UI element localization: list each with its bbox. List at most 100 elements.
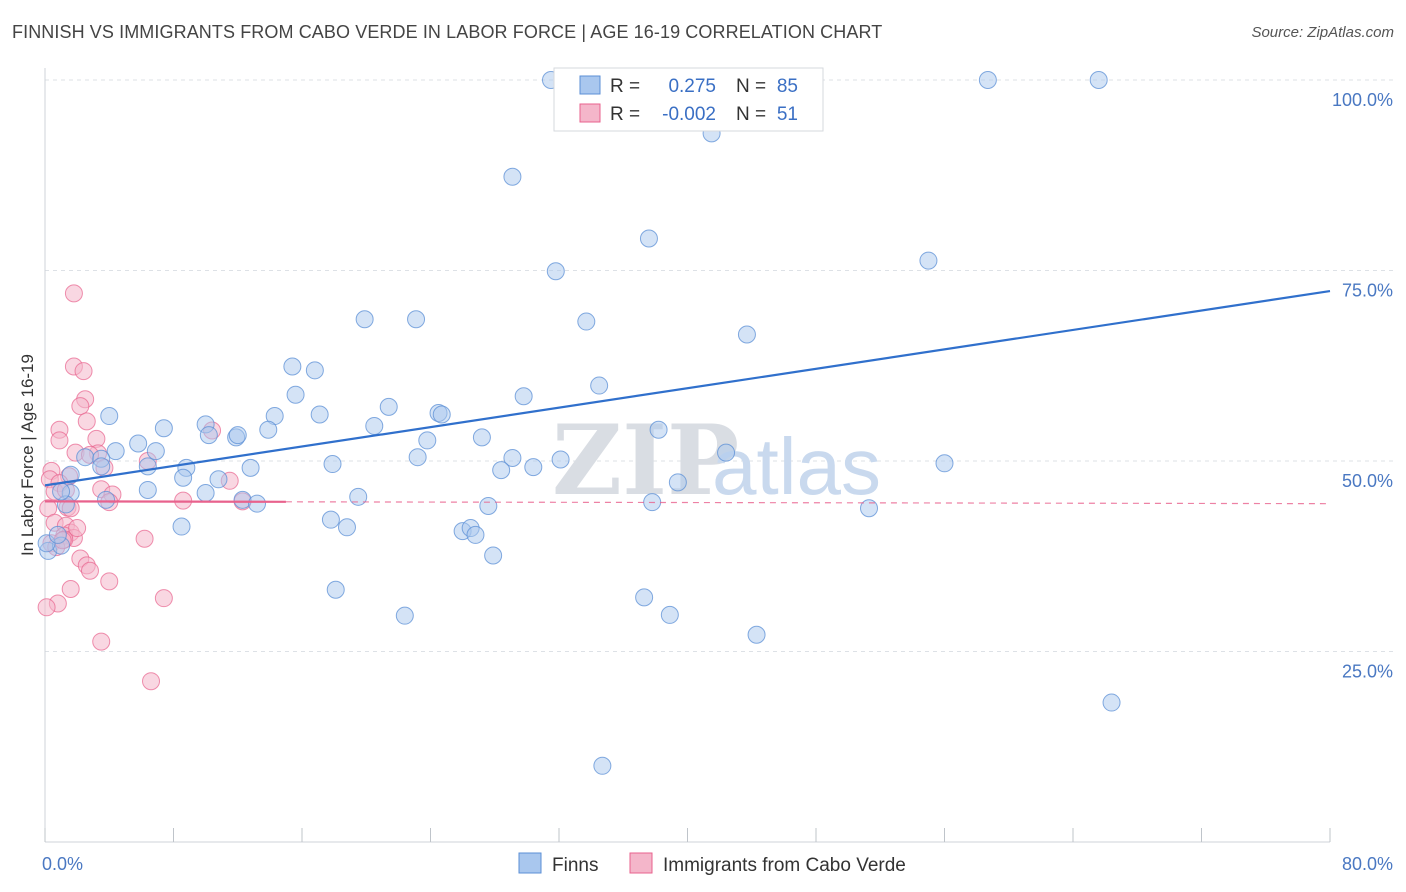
finns-point <box>408 448 427 467</box>
cabo-verde-point <box>74 362 93 381</box>
watermark: ZIP atlas <box>552 404 881 517</box>
finns-point <box>310 405 329 424</box>
finns-point <box>514 387 533 406</box>
finns-point <box>546 262 565 281</box>
finns-point <box>48 525 67 544</box>
legend-cabo-verde-label: Immigrants from Cabo Verde <box>663 855 906 876</box>
finns-point <box>479 496 498 515</box>
finns-point <box>199 426 218 445</box>
finns-point <box>365 416 384 435</box>
grid-lines <box>45 79 1395 652</box>
finns-point <box>241 458 260 477</box>
finns-point <box>286 385 305 404</box>
source-label: Source: ZipAtlas.com <box>1251 24 1394 41</box>
cabo-verde-point <box>77 412 96 431</box>
finns-point <box>61 465 80 484</box>
finns-point <box>146 442 165 461</box>
finns-point <box>639 229 658 248</box>
x-tick-label: 80.0% <box>1342 854 1393 874</box>
finns-point <box>1089 71 1108 89</box>
cabo-verde-point <box>71 397 90 416</box>
legend-finns-swatch <box>579 75 601 95</box>
finns-point <box>407 310 426 329</box>
finns-point <box>174 468 193 487</box>
finns-point <box>172 517 191 536</box>
finns-point <box>737 325 756 344</box>
legend-cabo-verde-r-label: R = <box>610 104 640 125</box>
cabo-verde-point <box>135 529 154 548</box>
finns-point <box>355 310 374 329</box>
watermark-atlas: atlas <box>712 422 881 511</box>
finns-point <box>209 470 228 489</box>
finns-point <box>1102 693 1121 712</box>
finns-point <box>577 312 596 331</box>
finns-point <box>349 487 368 506</box>
cabo-verde-point <box>142 672 161 691</box>
finns-point <box>92 457 111 476</box>
finns-point <box>590 376 609 395</box>
y-tick-labels: 25.0% 50.0% 75.0% 100.0% <box>1332 90 1393 682</box>
axes <box>44 68 1331 843</box>
trend-lines <box>44 289 1331 505</box>
finns-point <box>503 448 522 467</box>
cabo-verde-point <box>100 572 119 591</box>
finns-point <box>323 455 342 474</box>
finns-point <box>524 458 543 477</box>
cabo-verde-point <box>68 519 87 538</box>
legend-cabo-verde-r-value: -0.002 <box>662 104 716 125</box>
finns-point <box>551 450 570 469</box>
cabo-verde-point <box>50 431 69 450</box>
y-tick-label: 100.0% <box>1332 90 1393 110</box>
finns-point <box>919 251 938 270</box>
finns-point <box>76 448 95 467</box>
finns-point <box>635 588 654 607</box>
cabo-verde-point <box>92 632 111 651</box>
finns-point <box>196 484 215 503</box>
finns-point <box>418 431 437 450</box>
finns-point <box>138 480 157 499</box>
legend-finns-n-label: N = <box>736 76 766 97</box>
finns-point <box>717 443 736 462</box>
y-tick-label: 25.0% <box>1342 662 1393 682</box>
legend-finns-marker <box>518 852 542 874</box>
finns-point <box>52 482 71 501</box>
legend-cabo-verde-n-value: 51 <box>777 104 798 125</box>
finns-point <box>379 397 398 416</box>
finns-point <box>97 490 116 509</box>
cabo-verde-point <box>80 561 99 580</box>
finns-point <box>283 357 302 376</box>
finns-point <box>747 625 766 644</box>
cabo-verde-trend-extension <box>285 501 1331 505</box>
y-tick-label: 75.0% <box>1342 281 1393 301</box>
y-axis-label: In Labor Force | Age 16-19 <box>18 354 37 556</box>
finns-point <box>484 546 503 565</box>
finns-point <box>138 457 157 476</box>
finns-point <box>129 434 148 453</box>
finns-point <box>649 420 668 439</box>
finns-point <box>395 606 414 625</box>
legend-finns-r-value: 0.275 <box>668 76 716 97</box>
finns-point <box>305 361 324 380</box>
chart-title: FINNISH VS IMMIGRANTS FROM CABO VERDE IN… <box>12 22 883 42</box>
finns-point <box>100 407 119 426</box>
finns-point <box>466 525 485 544</box>
finns-point <box>860 499 879 518</box>
correlation-legend: R = 0.275 N = 85 R = -0.002 N = 51 <box>553 67 824 132</box>
finns-point <box>106 442 125 461</box>
finns-point <box>259 420 278 439</box>
finns-point <box>503 167 522 186</box>
finns-point <box>248 494 267 513</box>
finns-trend-line <box>44 289 1331 487</box>
finns-point <box>660 605 679 624</box>
legend-cabo-verde-swatch <box>579 103 601 123</box>
finns-point <box>326 580 345 599</box>
legend-cabo-verde-n-label: N = <box>736 104 766 125</box>
finns-point <box>154 419 173 438</box>
legend-finns-n-value: 85 <box>777 76 798 97</box>
series-legend: Finns Immigrants from Cabo Verde <box>518 852 906 876</box>
y-tick-label: 50.0% <box>1342 471 1393 491</box>
finns-point <box>321 510 340 529</box>
cabo-verde-point <box>64 284 83 303</box>
finns-point <box>978 71 997 89</box>
